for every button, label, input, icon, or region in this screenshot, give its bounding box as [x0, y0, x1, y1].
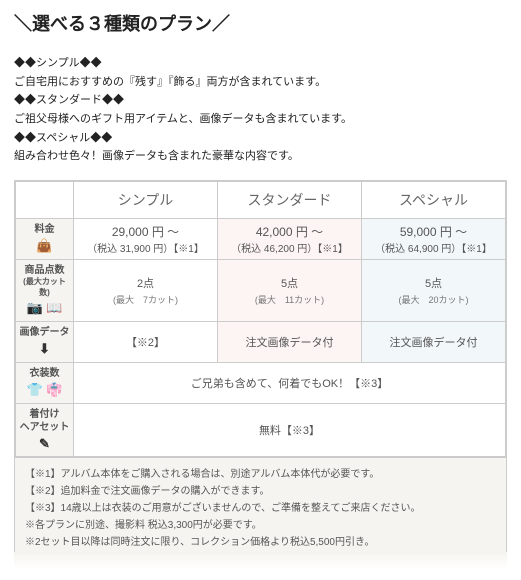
row-hair-label: 着付け ヘアセット	[20, 409, 70, 433]
imgdata-special: 注文画像データ付	[362, 321, 506, 362]
fade-overlay	[14, 552, 507, 570]
note-3: 【※3】14歳以上は衣装のご用意がございませんので、ご準備を整えてご来店ください…	[25, 500, 496, 517]
price-standard: 42,000 円 〜 （税込 46,200 円）【※1】	[218, 219, 362, 260]
row-costume: 衣装数 👕 👘 ご兄弟も含めて、何着でもOK！【※3】	[16, 362, 506, 403]
imgdata-simple: 【※2】	[74, 321, 218, 362]
hair-merged: 無料【※3】	[74, 403, 506, 457]
costume-merged: ご兄弟も含めて、何着でもOK！【※3】	[74, 362, 506, 403]
items-special-cut: (最大 20カット)	[364, 293, 503, 306]
items-special: 5点 (最大 20カット)	[362, 260, 506, 322]
items-standard: 5点 (最大 11カット)	[218, 260, 362, 322]
items-special-main: 5点	[425, 278, 442, 290]
row-items-header: 商品点数 (最大カット数) 📷 📖	[16, 260, 74, 322]
row-price: 料金 👜 29,000 円 〜 （税込 31,900 円）【※1】 42,000…	[16, 219, 506, 260]
price-simple-sub: （税込 31,900 円）【※1】	[76, 240, 215, 255]
row-imgdata-label: 画像データ	[20, 327, 70, 338]
price-simple-main: 29,000 円 〜	[76, 223, 215, 240]
row-hair: 着付け ヘアセット ✎ 無料【※3】	[16, 403, 506, 457]
imgdata-standard: 注文画像データ付	[218, 321, 362, 362]
price-simple: 29,000 円 〜 （税込 31,900 円）【※1】	[74, 219, 218, 260]
items-standard-main: 5点	[281, 278, 298, 290]
note-5: ※2セット目以降は同時注文に限り、コレクション価格より税込5,500円引き。	[25, 534, 496, 551]
row-costume-header: 衣装数 👕 👘	[16, 362, 74, 403]
table-header-row: シンプル スタンダード スペシャル	[16, 182, 506, 219]
price-special-main: 59,000 円 〜	[364, 223, 503, 240]
items-simple: 2点 (最大 7カット)	[74, 260, 218, 322]
row-items: 商品点数 (最大カット数) 📷 📖 2点 (最大 7カット) 5点 (最大 11…	[16, 260, 506, 322]
desc-special-text: 組み合わせ色々！画像データも含まれた豪華な内容です。	[14, 147, 507, 166]
desc-simple-label: ◆◆シンプル◆◆	[14, 54, 507, 73]
corner-cell	[16, 182, 74, 219]
row-items-label: 商品点数	[25, 265, 65, 276]
items-standard-cut: (最大 11カット)	[220, 293, 359, 306]
price-special: 59,000 円 〜 （税込 64,900 円）【※1】	[362, 219, 506, 260]
note-2: 【※2】追加料金で注文画像データの購入ができます。	[25, 483, 496, 500]
desc-special-label: ◆◆スペシャル◆◆	[14, 129, 507, 148]
price-special-sub: （税込 64,900 円）【※1】	[364, 240, 503, 255]
note-4: ※各プランに別途、撮影料 税込3,300円が必要です。	[25, 517, 496, 534]
row-costume-label: 衣装数	[30, 368, 60, 379]
row-items-sublabel: (最大カット数)	[18, 277, 71, 298]
brush-icon: ✎	[18, 436, 71, 453]
notes-block: 【※1】アルバム本体をご購入される場合は、別途アルバム本体代が必要です。 【※2…	[15, 457, 506, 553]
col-standard-header: スタンダード	[218, 182, 362, 219]
bag-icon: 👜	[18, 238, 71, 255]
desc-simple-text: ご自宅用におすすめの『残す』『飾る』両方が含まれています。	[14, 73, 507, 92]
price-standard-main: 42,000 円 〜	[220, 223, 359, 240]
plan-descriptions: ◆◆シンプル◆◆ ご自宅用におすすめの『残す』『飾る』両方が含まれています。 ◆…	[14, 54, 507, 166]
row-hair-header: 着付け ヘアセット ✎	[16, 403, 74, 457]
items-simple-main: 2点	[137, 278, 154, 290]
note-1: 【※1】アルバム本体をご購入される場合は、別途アルバム本体代が必要です。	[25, 466, 496, 483]
plan-table: シンプル スタンダード スペシャル 料金 👜 29,000 円 〜 （税込 31…	[15, 181, 506, 457]
download-icon: ⬇	[18, 341, 71, 358]
camera-book-icon: 📷 📖	[18, 300, 71, 317]
row-imgdata: 画像データ ⬇ 【※2】 注文画像データ付 注文画像データ付	[16, 321, 506, 362]
desc-standard-label: ◆◆スタンダード◆◆	[14, 91, 507, 110]
row-price-label: 料金	[35, 224, 55, 235]
price-standard-sub: （税込 46,200 円）【※1】	[220, 240, 359, 255]
col-special-header: スペシャル	[362, 182, 506, 219]
row-price-header: 料金 👜	[16, 219, 74, 260]
plan-table-wrap: シンプル スタンダード スペシャル 料金 👜 29,000 円 〜 （税込 31…	[14, 180, 507, 554]
desc-standard-text: ご祖父母様へのギフト用アイテムと、画像データも含まれています。	[14, 110, 507, 129]
clothes-icon: 👕 👘	[18, 382, 71, 399]
row-imgdata-header: 画像データ ⬇	[16, 321, 74, 362]
items-simple-cut: (最大 7カット)	[76, 293, 215, 306]
page-title: ＼選べる３種類のプラン／	[14, 10, 507, 36]
col-simple-header: シンプル	[74, 182, 218, 219]
